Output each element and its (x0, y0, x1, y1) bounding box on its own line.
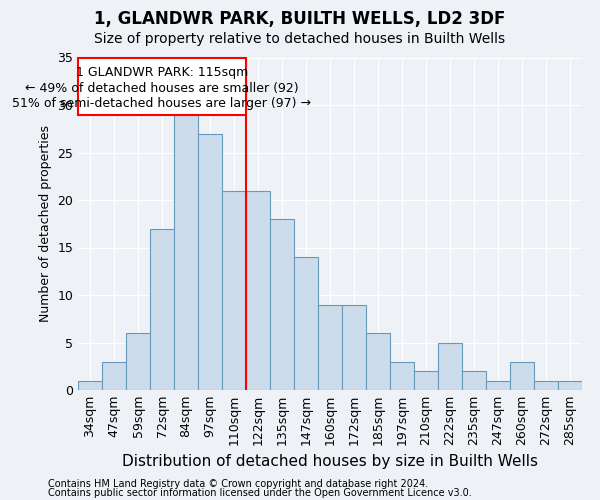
Text: Size of property relative to detached houses in Builth Wells: Size of property relative to detached ho… (94, 32, 506, 46)
Text: Contains public sector information licensed under the Open Government Licence v3: Contains public sector information licen… (48, 488, 472, 498)
Bar (366, 333, 390, 390)
Bar (390, 362, 414, 390)
Bar (198, 134, 222, 390)
Bar (126, 333, 150, 390)
Bar (78, 58, 246, 114)
Bar (150, 228, 174, 390)
Bar (414, 371, 438, 390)
Text: 1 GLANDWR PARK: 115sqm: 1 GLANDWR PARK: 115sqm (76, 66, 248, 79)
Text: 51% of semi-detached houses are larger (97) →: 51% of semi-detached houses are larger (… (13, 96, 311, 110)
Bar (510, 362, 534, 390)
X-axis label: Distribution of detached houses by size in Builth Wells: Distribution of detached houses by size … (122, 454, 538, 468)
Bar (558, 380, 582, 390)
Text: Contains HM Land Registry data © Crown copyright and database right 2024.: Contains HM Land Registry data © Crown c… (48, 479, 428, 489)
Bar (318, 304, 342, 390)
Bar (78, 380, 102, 390)
Y-axis label: Number of detached properties: Number of detached properties (39, 125, 52, 322)
Bar (270, 219, 294, 390)
Bar (486, 380, 510, 390)
Bar (294, 257, 318, 390)
Bar (246, 190, 270, 390)
Text: ← 49% of detached houses are smaller (92): ← 49% of detached houses are smaller (92… (25, 82, 299, 96)
Bar (534, 380, 558, 390)
Bar (174, 114, 198, 390)
Bar (222, 190, 246, 390)
Bar (462, 371, 486, 390)
Bar (342, 304, 366, 390)
Text: 1, GLANDWR PARK, BUILTH WELLS, LD2 3DF: 1, GLANDWR PARK, BUILTH WELLS, LD2 3DF (94, 10, 506, 28)
Bar (102, 362, 126, 390)
Bar (438, 342, 462, 390)
